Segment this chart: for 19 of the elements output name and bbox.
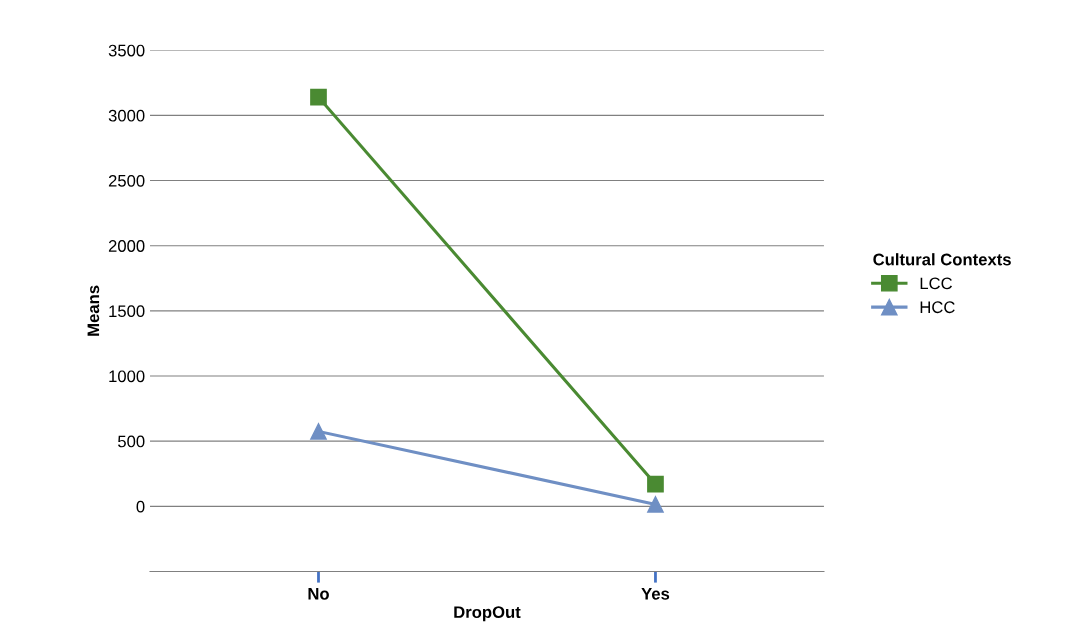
- legend-label: LCC: [920, 277, 953, 290]
- y-tick-label: 2000: [108, 240, 145, 252]
- y-tick-label: 1500: [109, 305, 145, 318]
- y-tick-label: 0: [136, 500, 145, 513]
- y-tick-label: 2500: [108, 174, 145, 187]
- legend-title: Cultural Contexts: [873, 253, 1011, 266]
- point: [647, 475, 664, 493]
- y-tick-label: 500: [118, 435, 145, 448]
- point: [647, 496, 664, 513]
- point: [310, 423, 327, 440]
- x-tick-label: Yes: [641, 588, 670, 600]
- point: [310, 88, 327, 106]
- y-axis-title: Means: [87, 285, 100, 336]
- x-axis-title: DropOut: [454, 606, 521, 622]
- legend-label: HCC: [920, 301, 955, 314]
- y-tick-label: 3000: [108, 109, 145, 122]
- x-tick-label: No: [308, 588, 329, 600]
- y-tick-label: 3500: [108, 44, 145, 57]
- y-tick-label: 1000: [109, 370, 145, 383]
